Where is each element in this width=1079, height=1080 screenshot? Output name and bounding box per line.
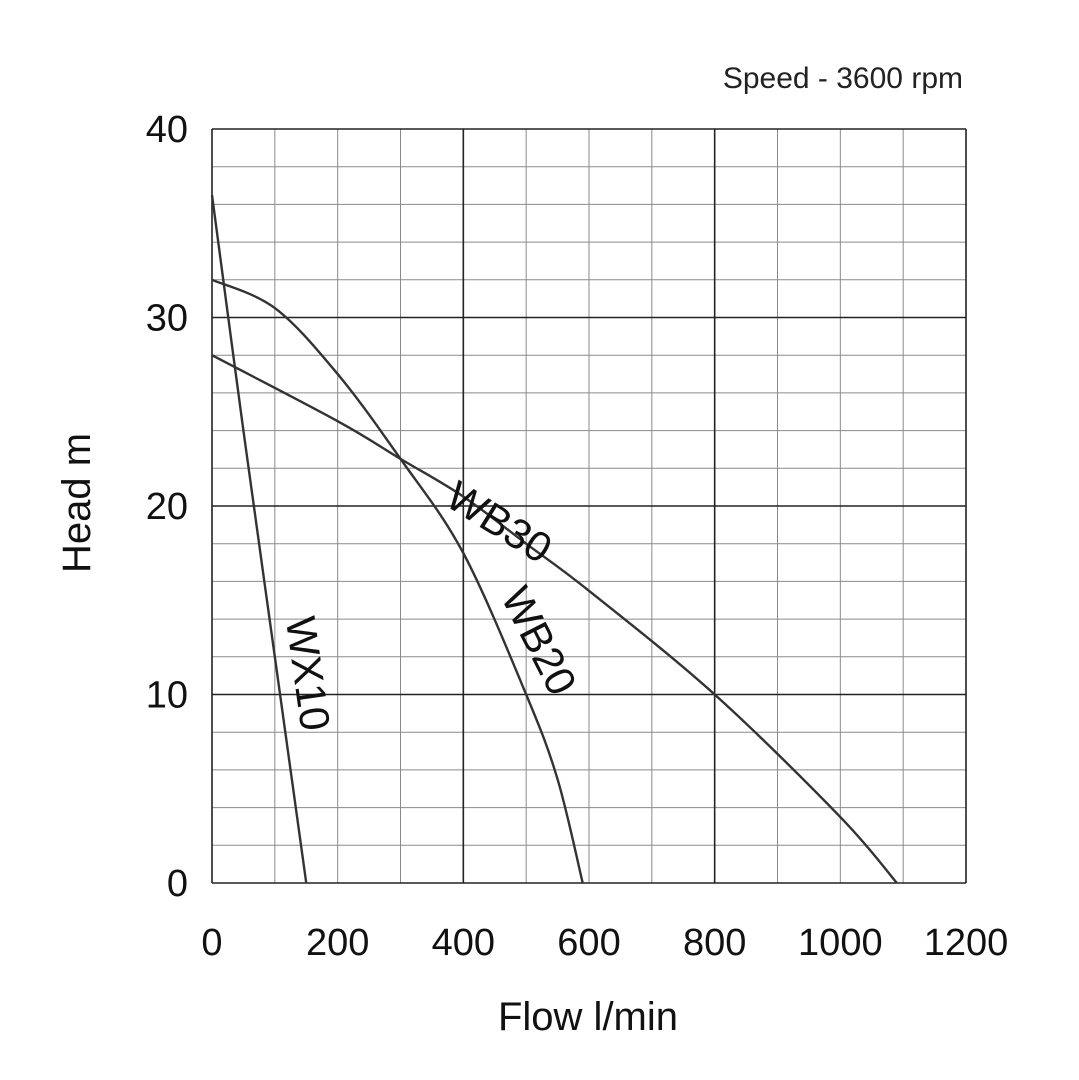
curve-wb30 bbox=[211, 354, 898, 884]
y-tick-label: 10 bbox=[146, 675, 188, 717]
y-tick-label: 20 bbox=[146, 486, 188, 528]
curve-wx10 bbox=[210, 194, 308, 884]
y-tick-labels: 0 10 20 30 40 bbox=[146, 109, 188, 905]
curve-label-wb30: WB30 bbox=[438, 472, 560, 572]
y-tick-label: 0 bbox=[167, 863, 188, 905]
minor-gridlines bbox=[212, 129, 966, 883]
x-tick-labels: 0 200 400 600 800 1000 1200 bbox=[201, 922, 1008, 964]
speed-annotation: Speed - 3600 rpm bbox=[723, 62, 963, 95]
curve-label-wb20: WB20 bbox=[492, 579, 586, 702]
curve-wb20 bbox=[211, 278, 584, 884]
y-axis-label: Head m bbox=[55, 433, 99, 573]
x-tick-label: 200 bbox=[306, 922, 369, 964]
curve-label-wx10: WX10 bbox=[277, 614, 339, 734]
x-tick-label: 0 bbox=[201, 922, 222, 964]
x-axis-label: Flow l/min bbox=[498, 995, 678, 1039]
x-tick-label: 600 bbox=[557, 922, 620, 964]
x-tick-label: 400 bbox=[432, 922, 495, 964]
y-tick-label: 40 bbox=[146, 109, 188, 151]
x-tick-label: 800 bbox=[683, 922, 746, 964]
y-tick-label: 30 bbox=[146, 298, 188, 340]
curves bbox=[210, 194, 898, 884]
major-gridlines bbox=[211, 128, 967, 884]
x-tick-label: 1000 bbox=[798, 922, 883, 964]
x-tick-label: 1200 bbox=[924, 922, 1009, 964]
